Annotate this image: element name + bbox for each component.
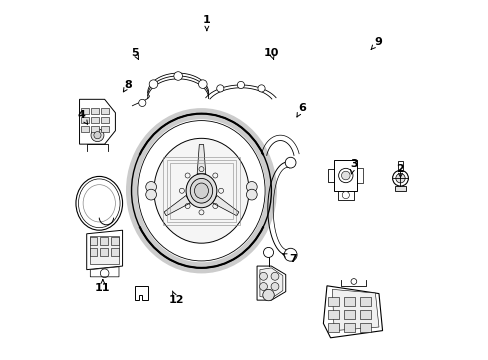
Bar [327,297,339,306]
Text: 1: 1 [203,15,210,26]
Bar [101,126,109,132]
Text: 8: 8 [124,80,132,90]
Polygon shape [197,144,205,174]
Bar [343,323,355,332]
Text: 9: 9 [373,37,381,47]
Polygon shape [323,286,382,338]
Circle shape [395,174,405,183]
Circle shape [198,80,207,89]
Circle shape [246,181,257,192]
Bar [359,323,371,332]
Circle shape [237,81,244,89]
Bar [327,323,339,332]
Text: 3: 3 [349,159,357,169]
Bar [100,248,108,256]
Bar [170,163,232,219]
Circle shape [342,192,349,199]
Bar [359,310,371,319]
Text: 4: 4 [77,111,85,121]
Circle shape [270,273,278,280]
Bar [100,237,108,245]
Circle shape [262,289,274,301]
Text: 11: 11 [95,283,110,293]
Bar [166,160,236,222]
Bar [397,161,403,170]
Bar [101,108,109,114]
Circle shape [149,80,158,89]
Bar [343,310,355,319]
Circle shape [139,99,145,107]
Circle shape [270,283,278,291]
Bar [91,117,99,123]
Text: 5: 5 [131,48,139,58]
Circle shape [257,85,264,92]
Bar [111,248,119,256]
Bar [81,108,88,114]
Polygon shape [212,195,239,216]
Polygon shape [332,289,378,330]
Bar [89,237,97,245]
Circle shape [285,157,295,168]
Ellipse shape [154,138,248,243]
Polygon shape [135,286,148,300]
Polygon shape [257,266,285,300]
Bar [81,126,88,132]
Circle shape [259,283,267,291]
Ellipse shape [186,174,216,208]
Text: 6: 6 [297,103,305,113]
Polygon shape [90,267,119,277]
Bar [327,310,339,319]
Circle shape [216,85,224,92]
Ellipse shape [190,179,212,203]
Bar [394,186,405,192]
Bar [111,237,119,245]
Circle shape [91,129,104,141]
Circle shape [350,279,356,284]
Text: 10: 10 [263,48,279,58]
Bar [91,108,99,114]
Circle shape [284,248,297,261]
Circle shape [145,181,156,192]
Circle shape [246,189,257,200]
Polygon shape [163,195,190,216]
Circle shape [392,170,407,186]
Bar [359,297,371,306]
Polygon shape [260,268,282,298]
Circle shape [174,72,182,80]
Bar [333,160,357,191]
Bar [101,117,109,123]
Circle shape [338,168,352,183]
Circle shape [145,189,156,200]
Polygon shape [86,230,122,270]
Bar [163,157,240,225]
Bar [343,297,355,306]
Polygon shape [80,99,115,144]
Bar [90,235,119,264]
Ellipse shape [76,176,122,230]
Circle shape [341,171,349,180]
Bar [91,126,99,132]
Text: 12: 12 [168,295,184,305]
Bar [81,117,88,123]
Bar [89,248,97,256]
Ellipse shape [194,183,208,198]
Circle shape [259,273,267,280]
Circle shape [263,247,273,257]
Circle shape [94,132,101,139]
Text: 7: 7 [288,254,296,264]
Text: 2: 2 [396,164,404,174]
